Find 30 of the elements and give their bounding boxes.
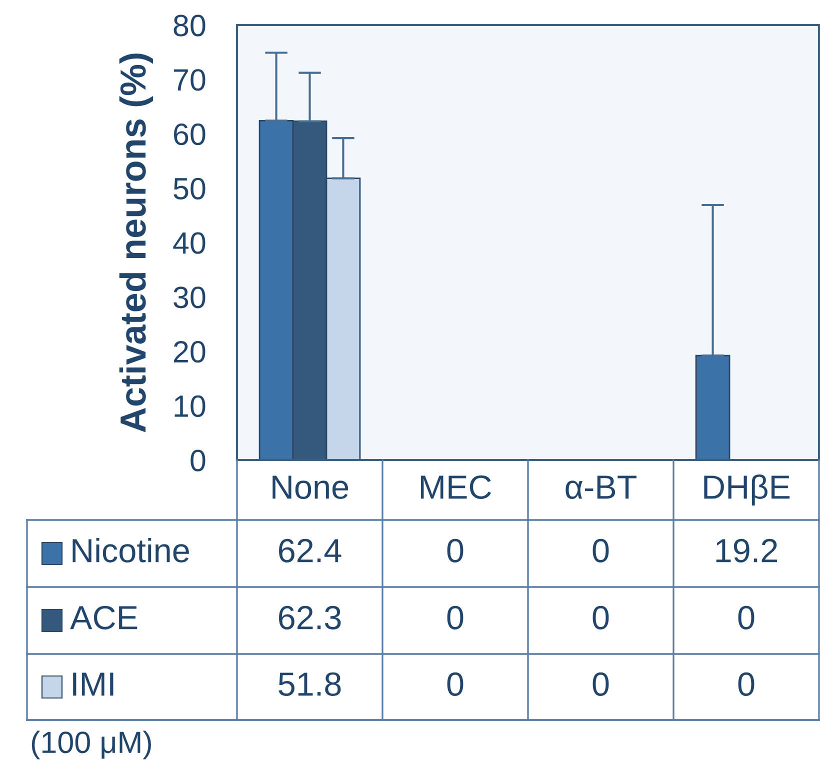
data-label: 0 [592,672,609,696]
y-tick-label: 30 [174,286,206,308]
x-tick-label: MEC [420,475,492,499]
y-tick-label: 50 [174,178,206,200]
y-tick-label: 40 [173,232,206,254]
y-axis-title: Activated neurons (%) [119,54,154,432]
y-tick-label: 0 [190,450,206,472]
text: (100 μM) [32,730,151,760]
data-label: 0 [592,538,609,562]
x-tick-label: None [272,476,348,499]
y-tick-label: 70 [174,69,206,91]
data-label: 0 [447,672,464,696]
y-tick-label: 20 [174,340,206,363]
y-tick-label: 60 [174,123,206,146]
data-label: 19.2 [716,538,778,562]
legend-label: Nicotine [72,538,189,562]
x-tick-label: α-BT [566,476,636,499]
data-label: 62.4 [279,538,342,562]
data-label: 51.8 [278,672,341,696]
data-label: 0 [738,606,754,630]
data-label: 0 [447,538,464,562]
y-tick-label: 80 [174,14,206,36]
data-label: 0 [592,606,609,630]
legend-label: IMI [73,672,114,696]
legend-label: ACE [70,606,138,630]
y-tick-label: 10 [174,395,206,417]
x-tick-label: DHβE [704,474,790,506]
data-label: 0 [447,606,464,630]
data-label: 62.3 [279,606,341,630]
data-label: 0 [738,672,754,696]
